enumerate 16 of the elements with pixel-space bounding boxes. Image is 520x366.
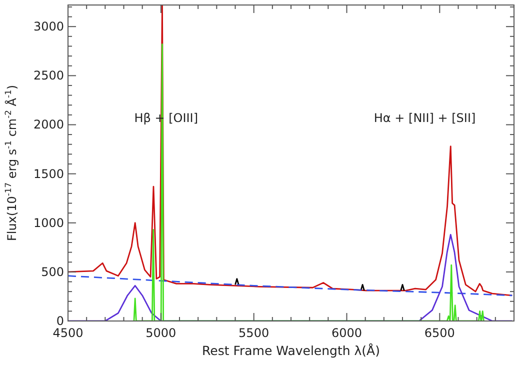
x-tick-label: 4500	[52, 326, 84, 340]
line-series	[68, 275, 513, 296]
x-tick-label: 6500	[424, 326, 455, 340]
y-tick-label: 3000	[33, 20, 64, 34]
y-tick-label: 1000	[33, 216, 64, 230]
annotation: Hα + [NII] + [SII]	[374, 110, 476, 125]
line-series	[68, 5, 513, 296]
x-tick-label: 5500	[238, 326, 270, 340]
y-tick-label: 2500	[33, 68, 64, 83]
y-tick-label: 0	[56, 314, 64, 328]
y-tick-label: 1500	[33, 166, 64, 181]
y-tick-label: 2000	[33, 118, 64, 132]
x-tick-label: 6000	[331, 326, 362, 340]
x-tick-label: 5000	[146, 326, 176, 340]
x-axis-title: Rest Frame Wavelength λ(Å)	[202, 343, 380, 358]
y-tick-label: 500	[41, 264, 64, 279]
